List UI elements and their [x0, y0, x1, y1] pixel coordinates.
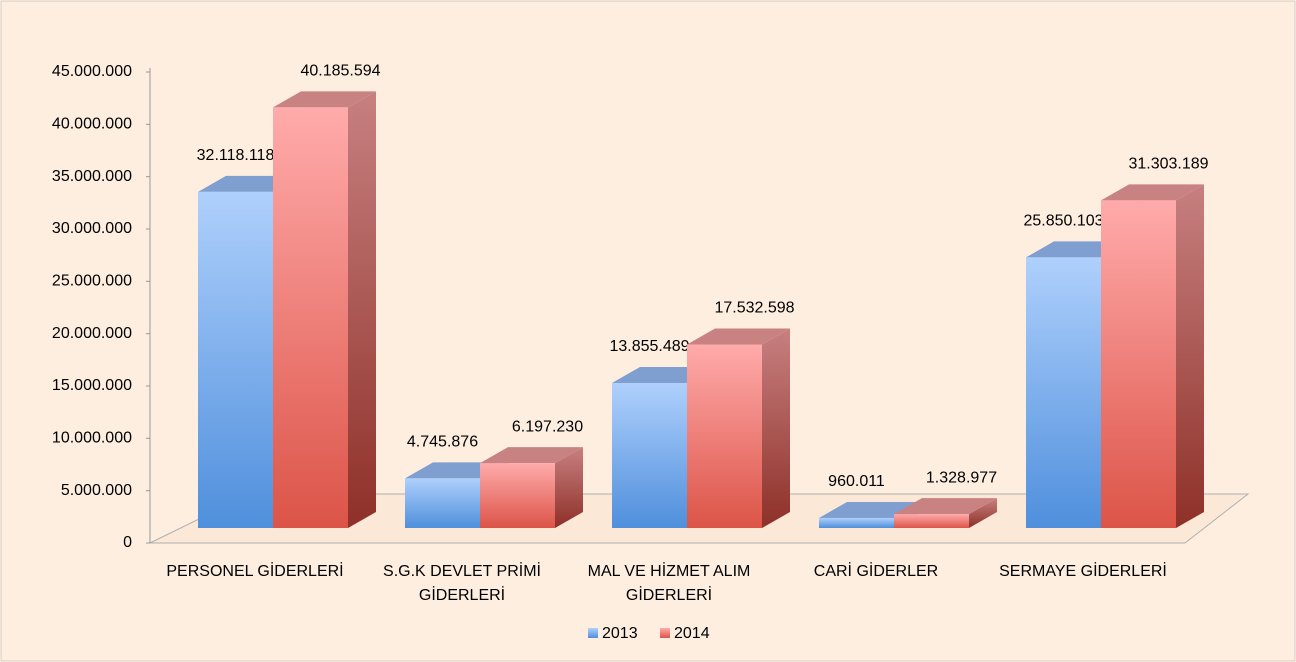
value-label: 6.197.230 [512, 418, 583, 435]
bar-front [480, 463, 555, 528]
bar-top [1101, 184, 1204, 201]
y-tick-label: 45.000.000 [52, 63, 132, 80]
bar-front [819, 517, 894, 528]
bar-top [687, 328, 790, 345]
bar-front [1026, 257, 1101, 528]
bar-side [1176, 184, 1204, 528]
value-label: 40.185.594 [300, 63, 380, 80]
x-tick-label: CARİ GİDERLER [814, 561, 938, 580]
bar [1101, 184, 1204, 528]
value-label: 960.011 [828, 473, 885, 490]
value-label: 1.328.977 [926, 469, 997, 486]
x-tick-label: S.G.K DEVLET PRİMİ GİDERLERİ [383, 561, 541, 604]
y-tick-label: 15.000.000 [52, 377, 132, 394]
y-tick-label: 5.000.000 [61, 482, 132, 499]
bar-front [198, 191, 273, 528]
y-tick-label: 10.000.000 [52, 430, 132, 447]
value-label: 13.855.489 [609, 338, 689, 355]
value-label: 17.532.598 [714, 300, 794, 317]
value-label: 25.850.103 [1023, 213, 1103, 230]
value-label: 32.118.118 [197, 147, 275, 164]
bar-side [969, 498, 997, 528]
legend-swatch [588, 628, 598, 638]
bar-side [348, 91, 376, 529]
y-tick-label: 25.000.000 [52, 273, 132, 290]
bar-front [612, 382, 687, 528]
bar [894, 498, 997, 528]
y-tick-label: 20.000.000 [52, 325, 132, 342]
bar-front [687, 344, 762, 528]
x-tick-label: PERSONEL GİDERLERİ [166, 561, 343, 580]
value-label: 4.745.876 [407, 434, 478, 451]
legend-swatch [660, 628, 670, 638]
y-tick-label: 30.000.000 [52, 220, 132, 237]
bar-front [405, 478, 480, 528]
y-tick-label: 40.000.000 [52, 116, 132, 133]
bar [480, 447, 583, 528]
y-tick-label: 35.000.000 [52, 168, 132, 185]
value-label: 31.303.189 [1128, 156, 1208, 173]
bar-top [480, 447, 583, 464]
bar [273, 91, 376, 529]
bar-front [1101, 200, 1176, 528]
x-tick-label: SERMAYE GİDERLERİ [999, 561, 1167, 580]
bar-top [894, 498, 997, 515]
bar-front [273, 107, 348, 529]
legend-label: 2013 [602, 625, 638, 642]
bar [687, 328, 790, 528]
x-tick-label: MAL VE HİZMET ALIM GİDERLERİ [588, 561, 751, 604]
legend-label: 2014 [674, 625, 710, 642]
bar-front [894, 514, 969, 528]
bar-side [762, 328, 790, 528]
bar-side [555, 447, 583, 528]
bar-top [273, 91, 376, 108]
y-tick-label: 0 [123, 534, 132, 551]
